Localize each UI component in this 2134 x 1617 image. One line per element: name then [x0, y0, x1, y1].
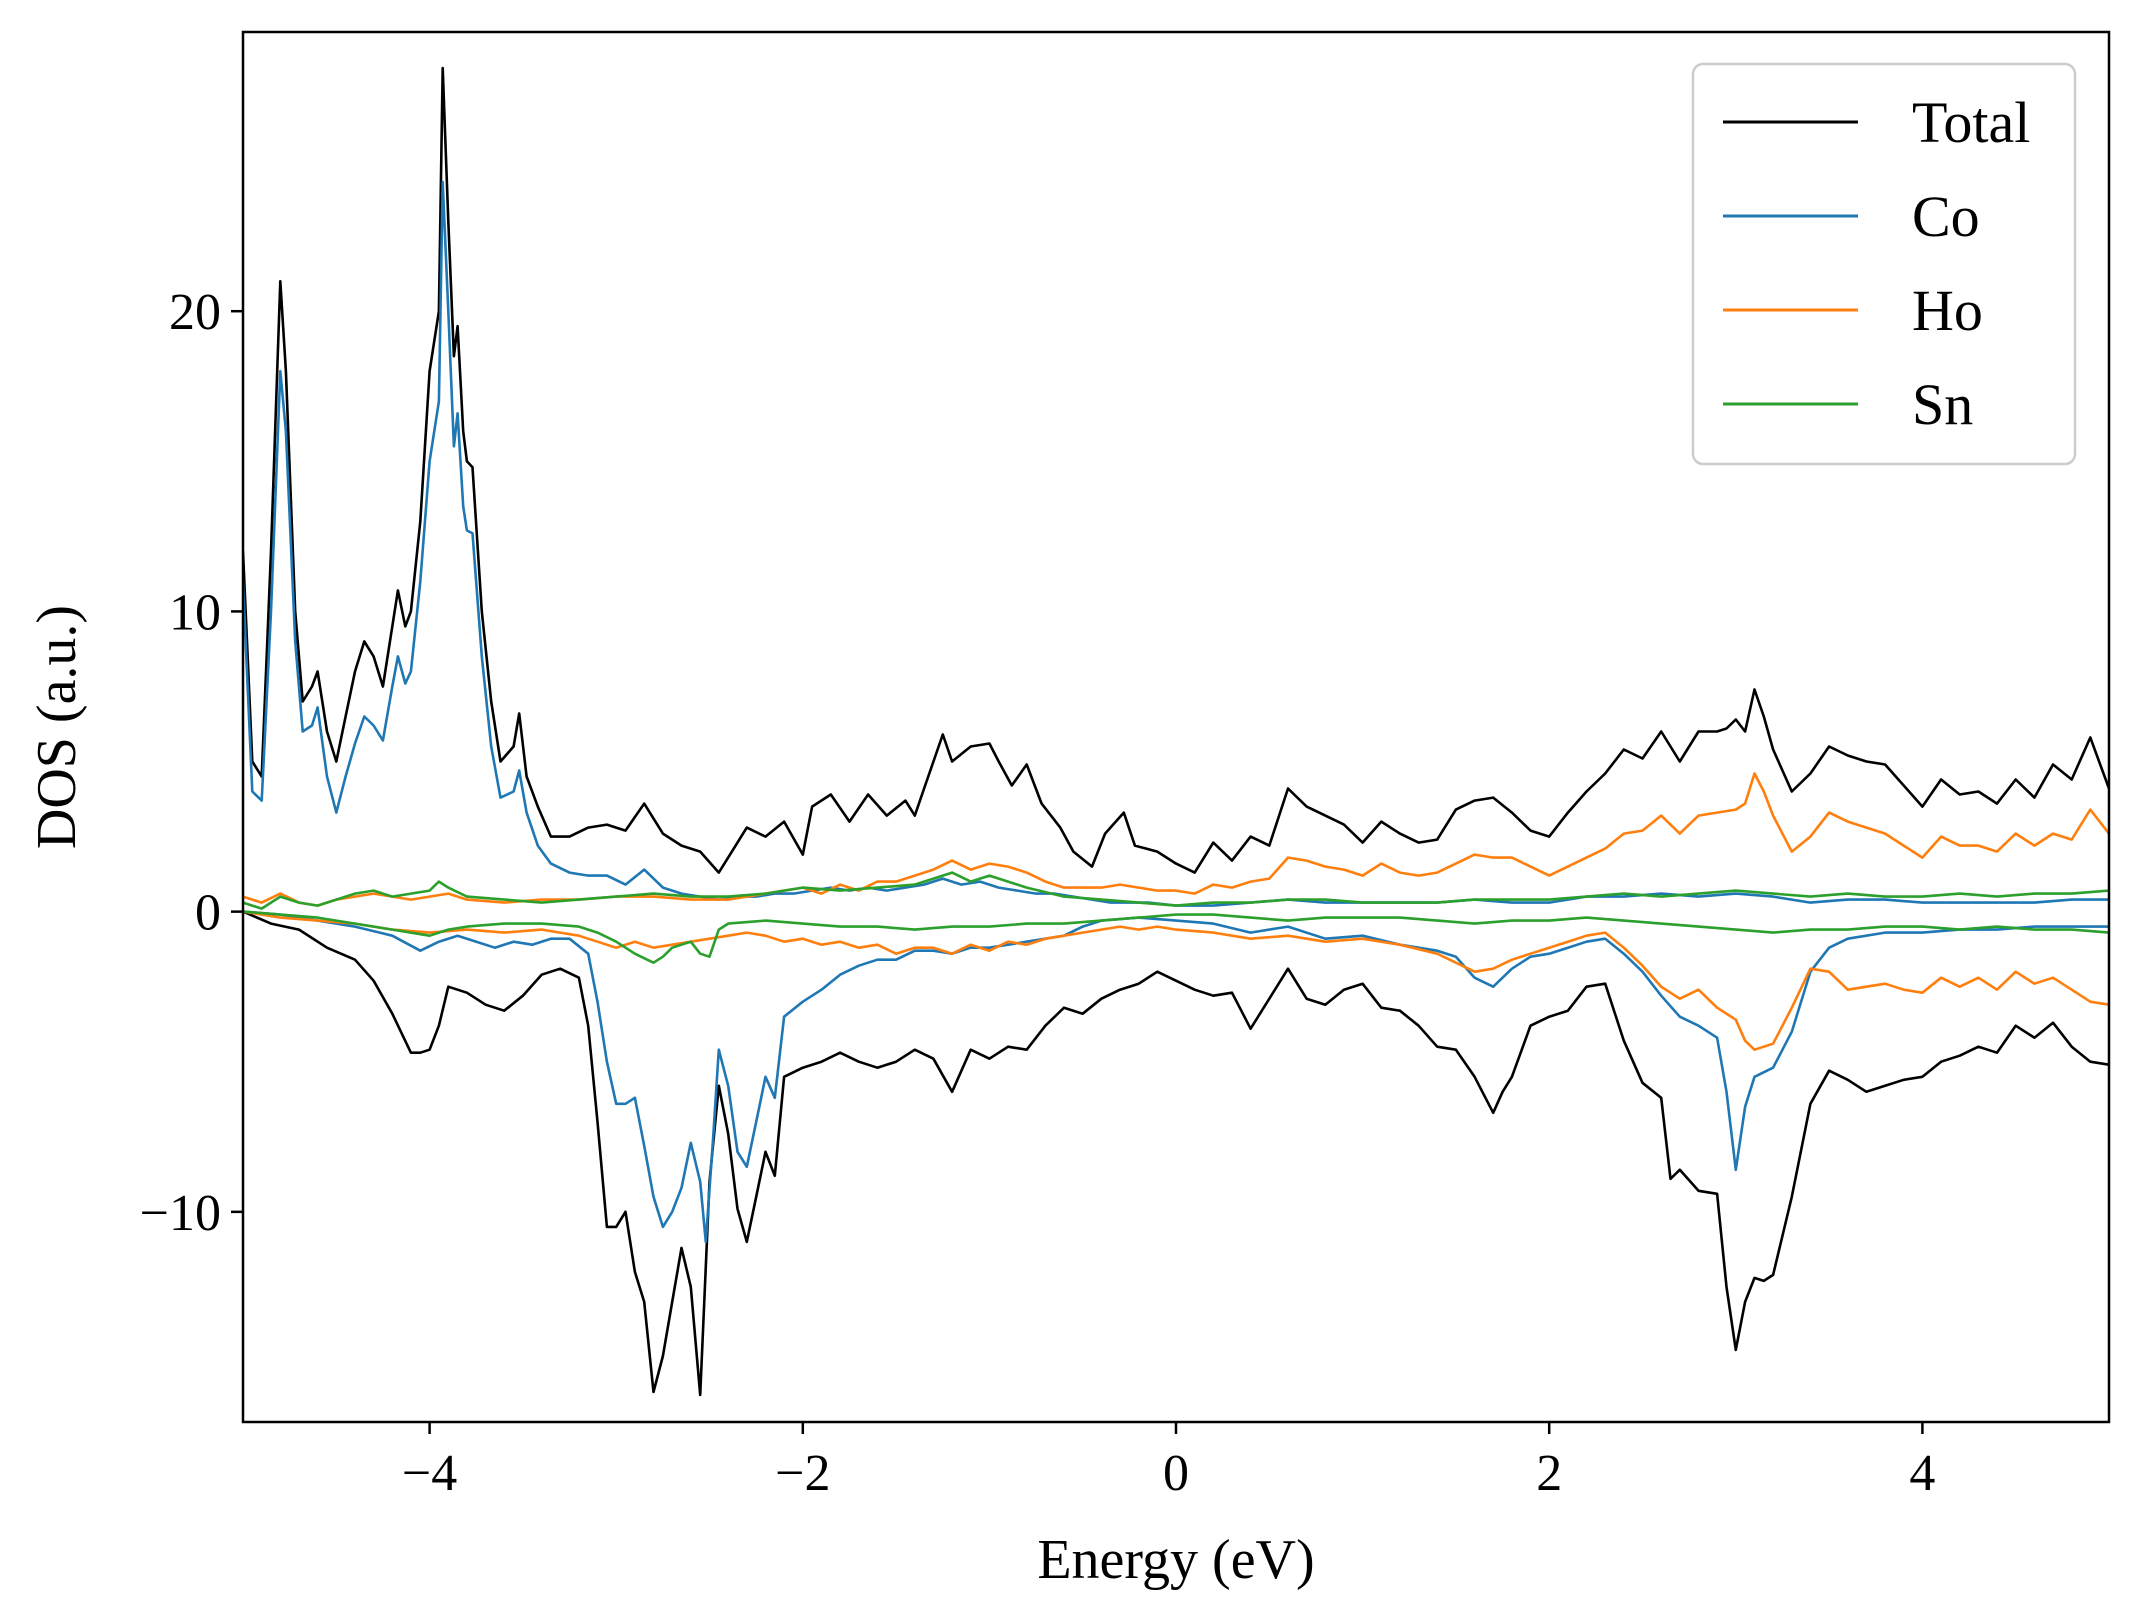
x-tick-label: −4: [402, 1445, 457, 1502]
series-layer: [243, 66, 2109, 1397]
y-tick-label: 10: [169, 584, 221, 641]
y-axis: −10 0 10 20: [140, 284, 243, 1242]
x-axis-label: Energy (eV): [1037, 1529, 1314, 1591]
x-tick-label: 0: [1163, 1445, 1189, 1502]
x-axis: −4 −2 0 2 4: [402, 1422, 1935, 1502]
x-tick-label: 2: [1536, 1445, 1562, 1502]
legend-label-total: Total: [1912, 90, 2030, 155]
x-tick-label: 4: [1909, 1445, 1935, 1502]
legend-label-sn: Sn: [1912, 372, 1973, 437]
series-line-sn-down: [243, 910, 2109, 964]
y-tick-label: 20: [169, 284, 221, 341]
series-line-total-down: [243, 910, 2109, 1397]
series-line-ho-down: [243, 910, 2109, 1051]
y-axis-label: DOS (a.u.): [26, 605, 88, 849]
series-line-total-up: [243, 66, 2109, 874]
series-line-sn-up: [243, 871, 2109, 910]
legend-label-ho: Ho: [1912, 278, 1983, 343]
x-tick-label: −2: [775, 1445, 830, 1502]
legend-label-co: Co: [1912, 184, 1980, 249]
y-tick-label: −10: [140, 1185, 221, 1242]
legend-frame: [1691, 62, 2077, 466]
y-tick-label: 0: [195, 885, 221, 942]
legend: Total Co Ho Sn: [1691, 62, 2077, 466]
